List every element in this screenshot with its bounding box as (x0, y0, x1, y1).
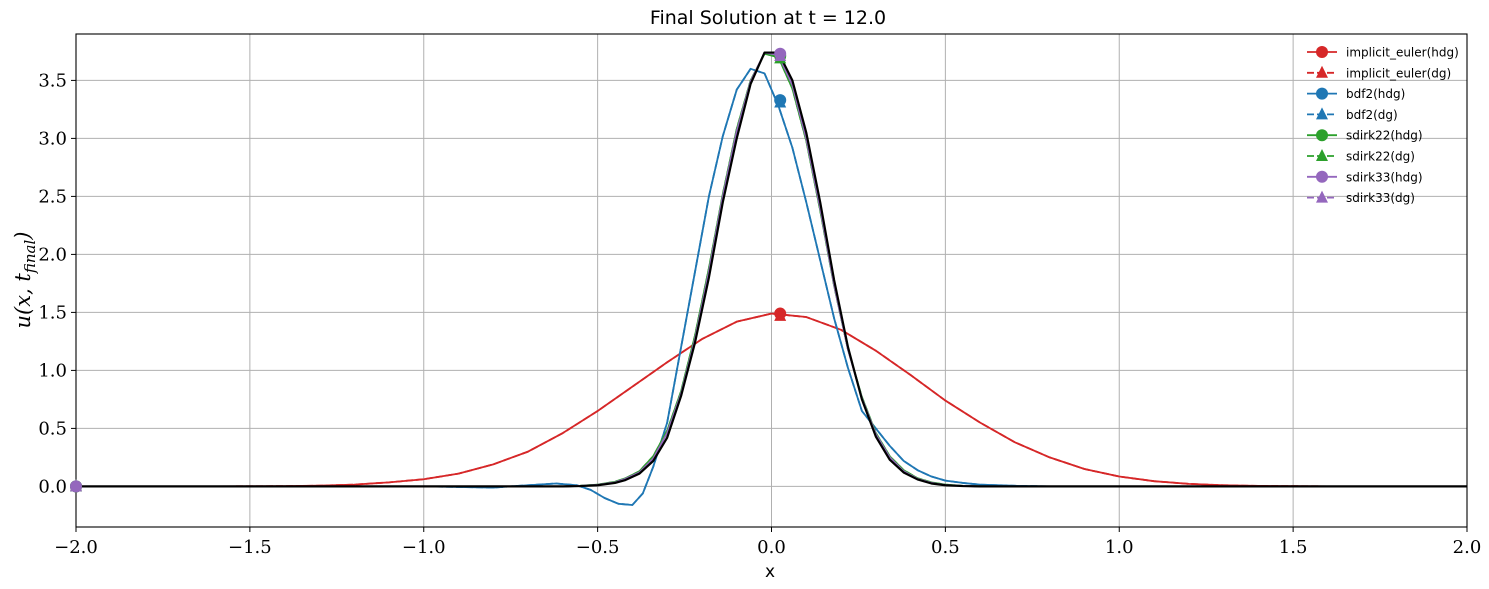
y-tick-label: 0.5 (38, 418, 67, 439)
legend-marker-implicit-euler-dg (1316, 65, 1328, 78)
grid (75, 34, 1468, 527)
y-axis-label: u(x, tfinal) (11, 232, 39, 329)
y-tick-label: 1.5 (38, 302, 67, 323)
legend-marker-sdirk22-dg (1316, 149, 1328, 161)
legend-marker-bdf2-hdg (1316, 87, 1328, 100)
legend-label-implicit-euler-hdg: implicit_euler(hdg) (1346, 46, 1459, 60)
legend-label-sdirk22-hdg: sdirk22(hdg) (1346, 129, 1423, 143)
legend-marker-implicit-euler-hdg (1316, 46, 1328, 58)
legend-marker-sdirk22-hdg (1316, 129, 1328, 142)
plot-area (76, 51, 1467, 506)
x-tick-label: 0.5 (931, 537, 960, 558)
legend-label-sdirk33-hdg: sdirk33(hdg) (1346, 170, 1423, 184)
x-tick-label: 2.0 (1453, 537, 1482, 558)
legend-marker-bdf2-dg (1316, 107, 1328, 120)
y-tick-label: 2.5 (38, 186, 67, 207)
legend-label-bdf2-dg: bdf2(dg) (1346, 108, 1398, 122)
legend-label-sdirk22-dg: sdirk22(dg) (1346, 150, 1415, 164)
x-tick-label: 1.5 (1279, 537, 1308, 558)
y-tick-label: 3.5 (38, 70, 67, 91)
legend: implicit_euler(hdg) implicit_euler(dg)bdf… (1307, 46, 1459, 205)
series-marker-sdirk33-dg (70, 479, 82, 492)
y-axis-label-sub: final (21, 240, 39, 275)
legend-label-sdirk33-dg: sdirk33(dg) (1346, 191, 1415, 205)
x-tick-label: −1.0 (402, 537, 446, 558)
y-tick-label: 1.0 (38, 360, 67, 381)
y-tick-label: 3.0 (38, 128, 67, 149)
legend-label-implicit-euler-dg: implicit_euler(dg) (1346, 66, 1451, 80)
legend-marker-sdirk33-dg (1316, 190, 1328, 203)
x-tick-label: 0.0 (757, 537, 786, 558)
ticks: −2.0 −1.5 −1.0 −0.5 0.0 0.5 1.0 1.5 2.0 0.0 0.5 1.0… (38, 70, 1481, 558)
x-tick-label: −1.5 (228, 537, 272, 558)
chart-title: Final Solution at t = 12.0 (650, 7, 886, 29)
series-marker-sdirk33-dg (774, 49, 787, 62)
legend-label-bdf2-hdg: bdf2(hdg) (1346, 87, 1405, 101)
series-line-implicit-euler-dg (76, 312, 1467, 488)
y-tick-label: 2.0 (38, 244, 67, 265)
y-tick-label: 0.0 (38, 476, 67, 497)
x-tick-label: −0.5 (576, 537, 620, 558)
legend-marker-sdirk33-hdg (1316, 170, 1328, 183)
y-axis-label-main: u(x, t (11, 273, 35, 329)
series-marker-bdf2-dg (774, 95, 787, 108)
x-axis-label: x (765, 562, 775, 582)
y-axis-label-end: ) (11, 232, 35, 241)
x-tick-label: −2.0 (54, 537, 98, 558)
series-line-reference (76, 51, 1467, 488)
series-marker-implicit-euler-dg (774, 308, 787, 321)
series-line-bdf2-dg (76, 67, 1467, 506)
x-tick-label: 1.0 (1105, 537, 1134, 558)
